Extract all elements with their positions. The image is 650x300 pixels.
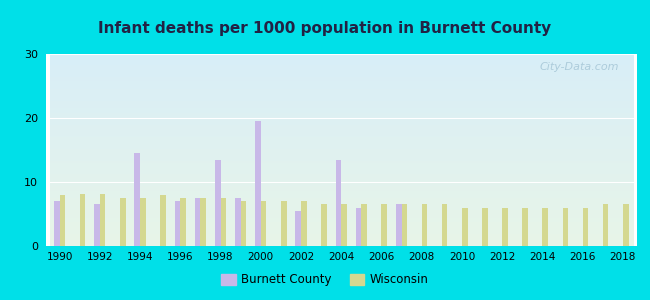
Bar [603, 204, 608, 246]
Bar [295, 211, 301, 246]
Bar [80, 194, 85, 246]
Bar [402, 204, 408, 246]
Bar [462, 208, 467, 246]
Bar [175, 201, 180, 246]
Bar [100, 194, 105, 246]
Bar [301, 201, 307, 246]
Text: Infant deaths per 1000 population in Burnett County: Infant deaths per 1000 population in Bur… [98, 21, 552, 36]
Bar [543, 208, 548, 246]
Bar [356, 208, 361, 246]
Bar [135, 153, 140, 246]
Bar [523, 208, 528, 246]
Bar [160, 195, 166, 246]
Bar [54, 201, 60, 246]
Bar [341, 204, 347, 246]
Bar [422, 204, 427, 246]
Bar [361, 204, 367, 246]
Bar [240, 201, 246, 246]
Bar [255, 121, 261, 246]
Bar [261, 201, 266, 246]
Bar [180, 198, 186, 246]
Bar [195, 198, 200, 246]
Bar [94, 204, 100, 246]
Bar [60, 195, 65, 246]
Bar [215, 160, 220, 246]
Bar [562, 208, 568, 246]
Bar [321, 204, 327, 246]
Bar [396, 204, 402, 246]
Bar [442, 204, 447, 246]
Bar [120, 198, 125, 246]
Bar [281, 201, 287, 246]
Bar [582, 208, 588, 246]
Bar [482, 208, 488, 246]
Legend: Burnett County, Wisconsin: Burnett County, Wisconsin [216, 269, 434, 291]
Bar [235, 198, 240, 246]
Bar [335, 160, 341, 246]
Bar [382, 204, 387, 246]
Bar [502, 208, 508, 246]
Text: City-Data.com: City-Data.com [540, 62, 619, 72]
Bar [140, 198, 146, 246]
Bar [220, 198, 226, 246]
Bar [200, 198, 206, 246]
Bar [623, 204, 629, 246]
